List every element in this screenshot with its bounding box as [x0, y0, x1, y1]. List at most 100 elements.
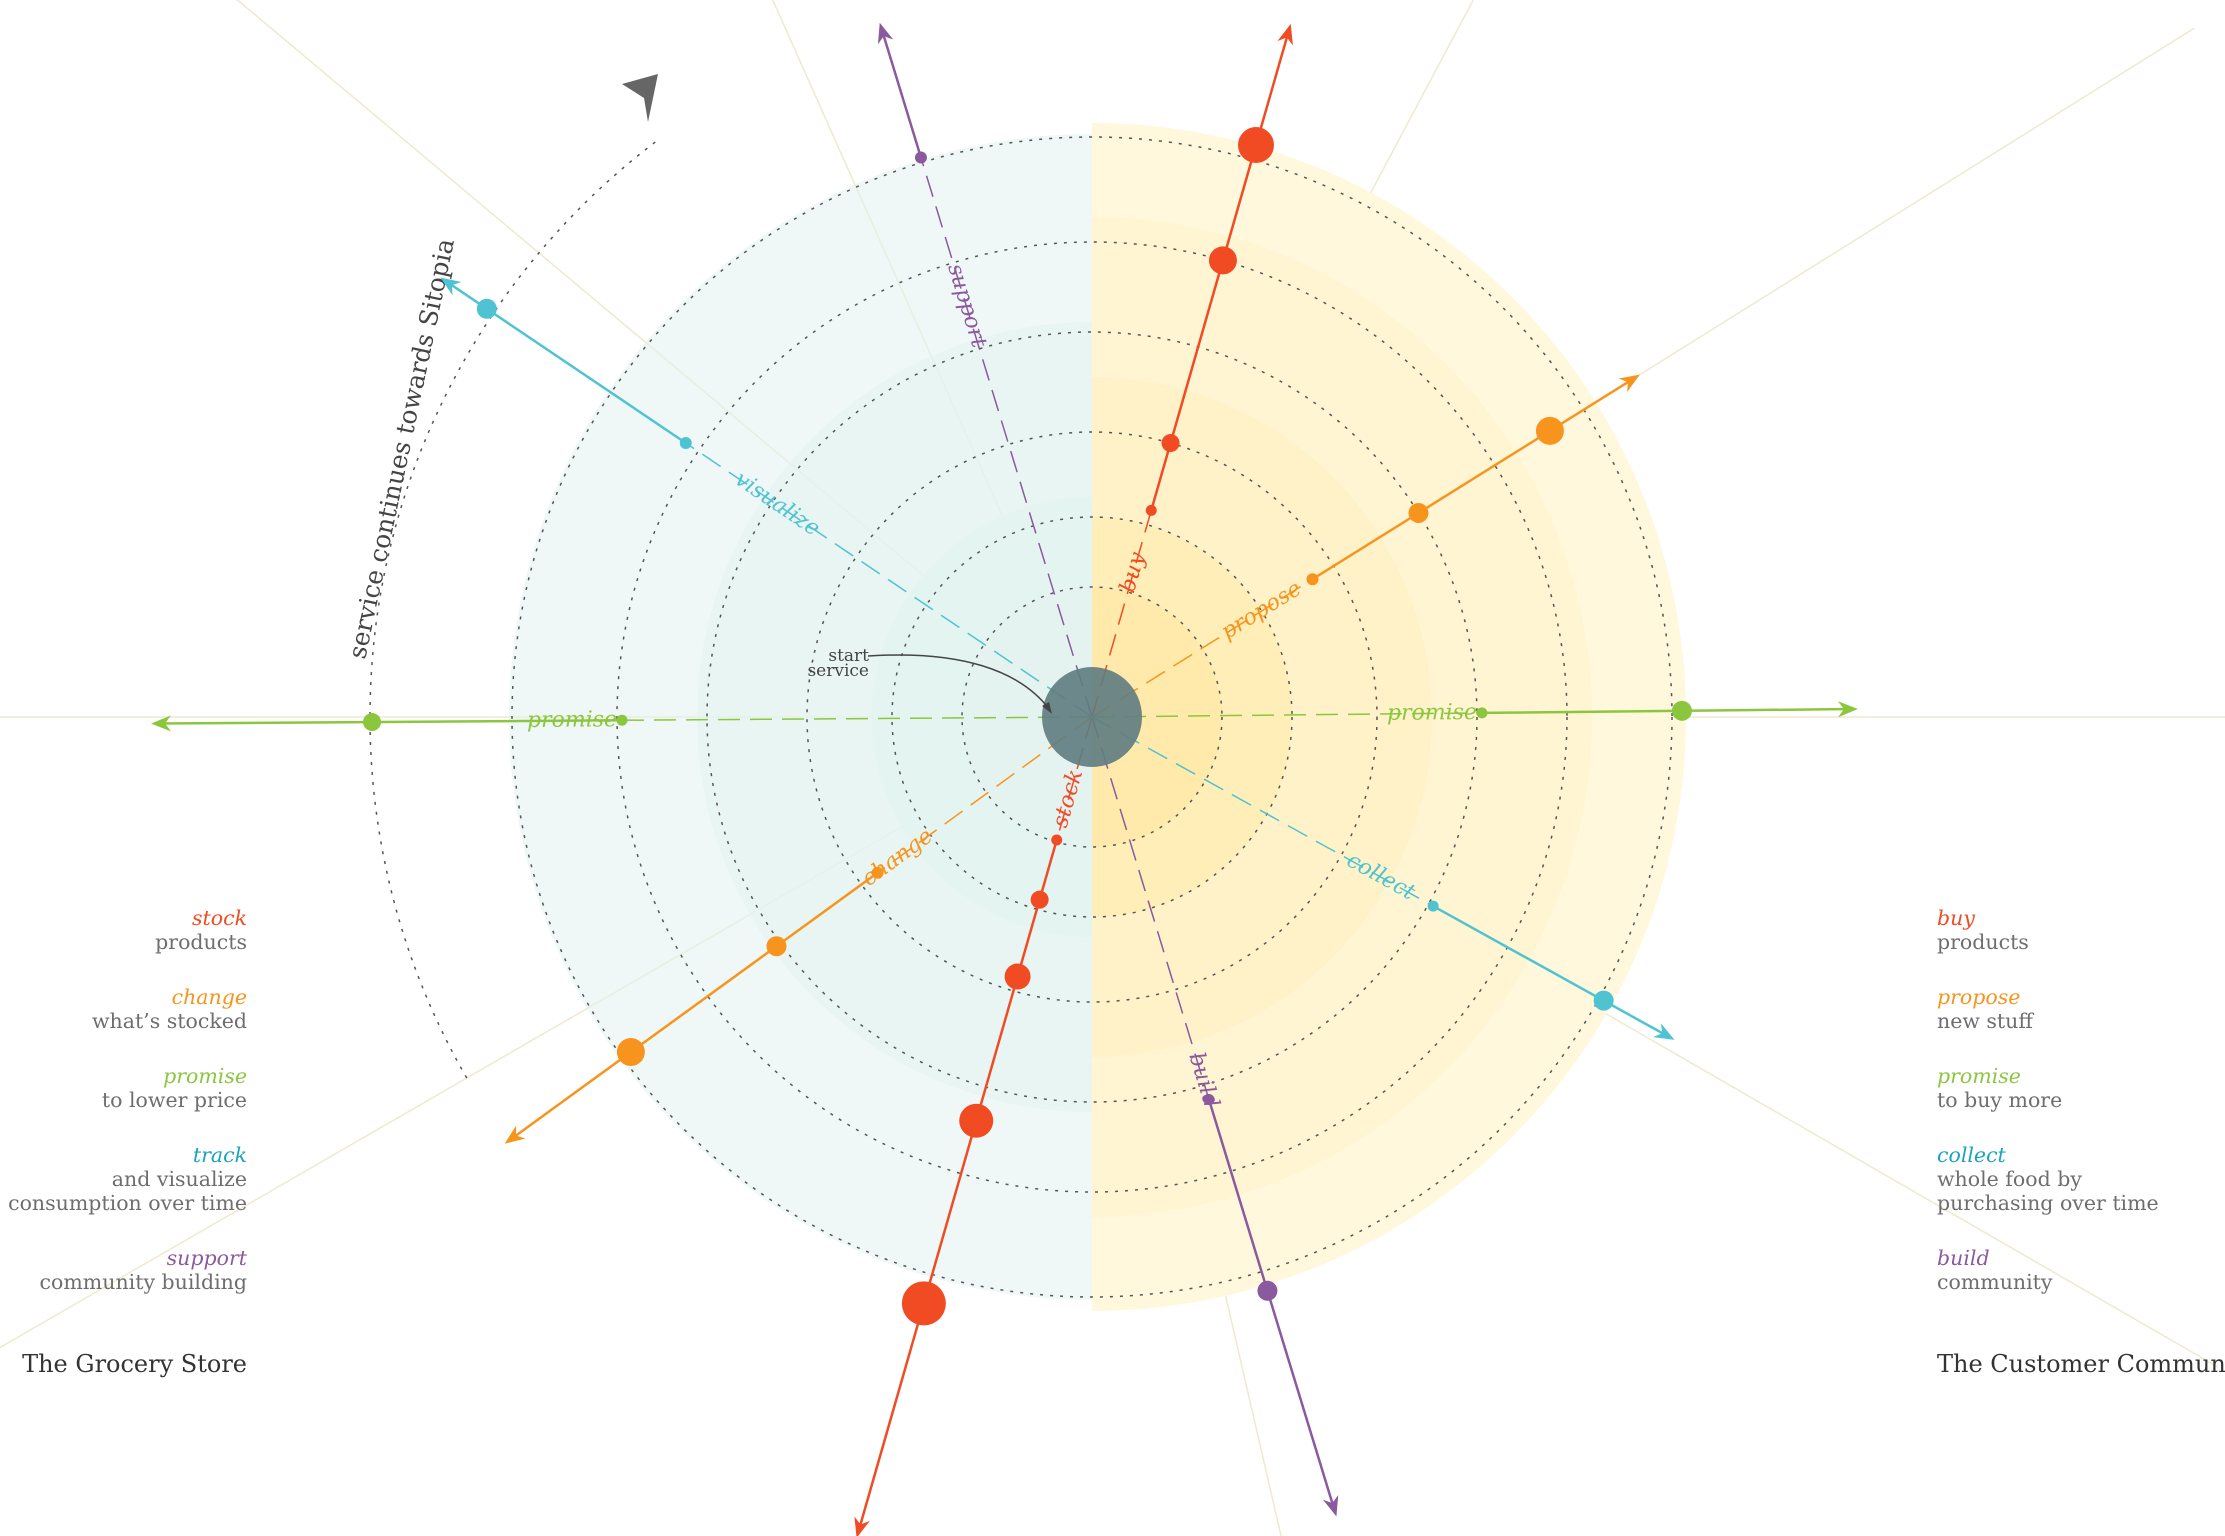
grocery-store-half	[509, 134, 1092, 1300]
axis-dot	[1535, 416, 1564, 445]
legend-title: The Customer Community	[1937, 1350, 2225, 1378]
legend-item-support: support community building	[0, 1246, 247, 1294]
dotted-ring	[706, 331, 1478, 1103]
arrowhead-icon	[877, 22, 894, 45]
axis-dashed	[1091, 712, 1482, 718]
legend-verb: change	[171, 985, 247, 1009]
axis-dot	[871, 866, 884, 879]
legend-item-build: build community	[1937, 1246, 2225, 1294]
arc-label: service continues towards Sitopia	[343, 236, 461, 661]
axis-dot	[1238, 127, 1275, 164]
legend-item-promise: promise to lower price	[0, 1064, 247, 1112]
axis-dot	[1257, 1280, 1278, 1301]
axis-dashed	[920, 157, 1093, 718]
pointer-arrowhead-icon	[1042, 702, 1052, 714]
axis-dot	[1671, 700, 1692, 721]
axis-line	[1207, 1099, 1336, 1512]
legend-desc: community building	[39, 1270, 247, 1294]
axis-line	[157, 719, 623, 725]
axis-dot	[1203, 1094, 1215, 1106]
outer-arc	[369, 139, 658, 1079]
axis-line	[857, 839, 1058, 1533]
axis-promise-right: promise	[1091, 700, 1858, 726]
legend-verb: track	[192, 1143, 247, 1167]
axis-dot	[363, 713, 382, 732]
axis-dot	[959, 1103, 994, 1138]
axis-dashed	[622, 716, 1093, 722]
arrowhead-icon	[1277, 23, 1293, 46]
legend-desc: to buy more	[1937, 1088, 2063, 1112]
arc-arrowhead-icon	[622, 74, 658, 122]
axis-dot	[1306, 573, 1319, 586]
arrowhead-icon	[151, 715, 172, 732]
axis-dot	[1004, 963, 1031, 990]
axis-dot	[1030, 890, 1049, 909]
arrowhead-icon	[1653, 1023, 1675, 1040]
start-service-pointer	[867, 654, 1051, 711]
axis-line	[880, 28, 923, 158]
legend-item-stock: stock products	[0, 906, 247, 954]
legend-verb: propose	[1937, 985, 2021, 1009]
arrowhead-icon	[1618, 374, 1640, 393]
dotted-ring	[891, 516, 1293, 918]
legend-verb: promise	[1937, 1064, 2021, 1088]
arrowhead-icon	[1322, 1495, 1339, 1517]
dotted-ring	[616, 241, 1568, 1193]
legend-item-collect: collect whole food by purchasing over ti…	[1937, 1143, 2225, 1215]
legend-verb: buy	[1937, 906, 1975, 930]
axis-dot	[616, 714, 628, 726]
axis-promise-left: promise	[151, 707, 1093, 733]
axis-line	[1311, 376, 1636, 581]
axis-dot	[1145, 504, 1157, 516]
axis-label-promise-left: promise	[527, 707, 617, 733]
axis-dot	[679, 436, 692, 449]
axis-dot	[616, 1038, 645, 1067]
legend-verb: stock	[191, 906, 247, 930]
arrowhead-icon	[504, 1125, 526, 1144]
legend-desc: new stuff	[1937, 1009, 2033, 1033]
dotted-ring	[806, 431, 1378, 1003]
legend-verb: promise	[163, 1064, 247, 1088]
axis-dot	[476, 298, 497, 319]
legend-desc: whole food by purchasing over time	[1937, 1167, 2159, 1215]
axis-dot	[1051, 834, 1063, 846]
axis-dot	[1161, 434, 1180, 453]
legend-desc: community	[1937, 1270, 2053, 1294]
dotted-rings	[511, 136, 1673, 1298]
dotted-ring	[961, 586, 1223, 848]
axis-dot	[1476, 707, 1488, 719]
legend-item-promise: promise to buy more	[1937, 1064, 2225, 1112]
legend-desc: products	[155, 930, 247, 954]
axis-buy: buy	[1091, 23, 1293, 718]
legend-item-track: track and visualize consumption over tim…	[0, 1143, 247, 1215]
legend-verb: collect	[1937, 1143, 2006, 1167]
arrowhead-icon	[854, 1516, 870, 1536]
legend-item-change: change what’s stocked	[0, 985, 247, 1033]
axis-dot	[1427, 900, 1439, 912]
arrowhead-icon	[1837, 701, 1858, 718]
axis-dashed	[685, 442, 1093, 718]
arrowhead-icon	[440, 277, 462, 296]
axis-build: build	[1091, 716, 1339, 1517]
start-service-label-1: start	[828, 646, 869, 666]
legend-item-propose: propose new stuff	[1937, 985, 2225, 1033]
axis-dot	[1208, 246, 1237, 275]
axis-dot	[901, 1281, 946, 1326]
axis-label-promise-right: promise	[1387, 700, 1477, 726]
legend-desc: products	[1937, 930, 2029, 954]
axis-dashed	[1091, 716, 1434, 907]
legend-title: The Grocery Store	[22, 1350, 247, 1378]
axis-dot	[1593, 990, 1614, 1011]
legend-item-buy: buy products	[1937, 906, 2225, 954]
legend-desc: and visualize consumption over time	[8, 1167, 247, 1215]
axis-dot	[766, 936, 787, 957]
legend-desc: to lower price	[101, 1088, 247, 1112]
legend-verb: support	[166, 1246, 247, 1270]
legend-desc: what’s stocked	[91, 1009, 247, 1033]
axis-line	[1432, 904, 1670, 1039]
axis-line	[508, 871, 879, 1142]
axis-line	[1481, 707, 1852, 715]
start-service-label-2: service	[807, 661, 869, 681]
axis-dot	[914, 151, 927, 164]
